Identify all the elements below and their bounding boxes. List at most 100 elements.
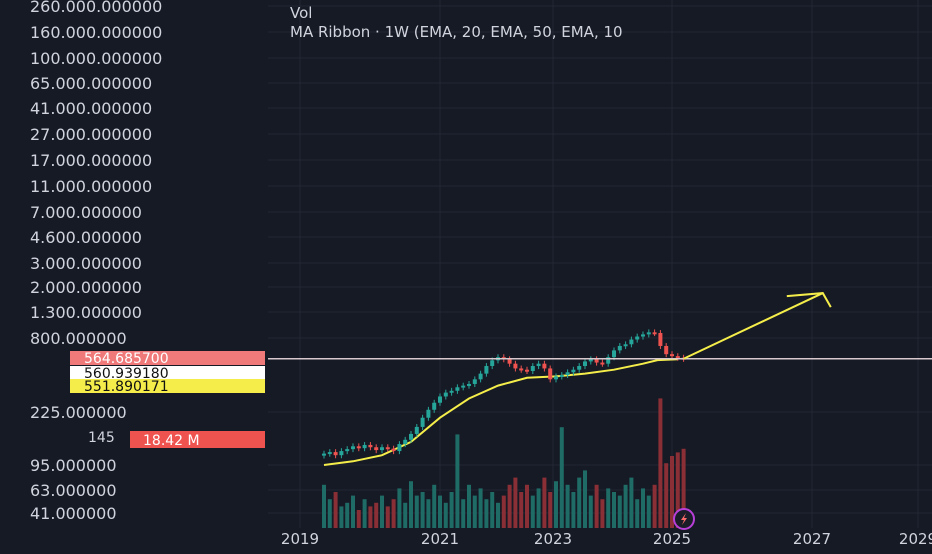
y-tick-label: 17.000.000000 [30,151,152,170]
y-tick-label: 41.000000 [30,504,117,523]
volume-bar [577,477,582,528]
candle-body [583,361,587,367]
volume-bar [606,488,611,528]
ema-layer [323,358,678,466]
volume-bar [403,502,408,528]
volume-bar [612,492,616,528]
volume-bar [542,477,547,528]
badge-volume-text: 18.42 M [143,433,200,449]
candle-body [623,344,628,347]
tick-145-partial: 145 [88,430,115,446]
volume-bar [617,495,622,528]
badge-price-white [70,366,265,380]
candle-body [559,375,564,378]
volume-bar [513,477,518,528]
ema-line [323,358,678,466]
candle-body [420,417,425,427]
candle-body [652,332,657,335]
volume-bar [490,492,495,528]
badge-price-red [70,351,265,365]
axes-layer: 260.000.000000 160.000.000000 100.000.0000… [30,0,932,548]
candle-body [409,433,413,440]
volume-bar [623,484,628,528]
candle-body [397,444,402,452]
volume-bar [438,495,442,528]
y-tick-label: 63.000000 [30,481,117,500]
candle-body [478,373,483,380]
candle-body [374,447,379,451]
candle-body [322,453,326,456]
candle-body [565,372,570,376]
candle-body [391,448,396,452]
candle-body [641,334,645,337]
badge-price-yellow [70,379,265,393]
candle-body [548,368,553,380]
y-tick-label: 1.300.000000 [30,303,142,322]
volume-bar [583,470,587,528]
y-tick-label: 2.000.000000 [30,278,142,297]
volume-bar [426,499,431,528]
candle-body [629,339,634,345]
y-tick-label: 7.000.000000 [30,203,142,222]
volume-bar [345,502,350,528]
candle-body [455,387,460,391]
volume-bar [351,495,355,528]
legend-vol: Vol [290,4,312,22]
lightning-icon[interactable] [673,508,695,530]
candle-body [617,345,622,351]
volume-bar [641,488,645,528]
candle-body [664,345,669,355]
candle-body [646,332,651,335]
candle-body [432,402,437,410]
candle-body [385,447,390,450]
volume-bar [409,481,413,528]
candle-body [333,452,338,456]
volume-bar [414,495,419,528]
volume-bar [397,488,402,528]
volume-bar [525,484,529,528]
volume-bar [385,506,390,528]
y-tick-label: 800.000000 [30,329,127,348]
x-tick-label: 2027 [793,530,831,548]
volume-bar [496,502,500,528]
volume-bar [559,427,564,528]
volume-bar [664,463,669,528]
volume-bar [362,499,367,528]
volume-bar [652,484,657,528]
candle-body [339,451,344,456]
candle-body [362,444,367,449]
volume-layer [322,398,686,528]
volume-bar [658,398,663,528]
volume-bar [461,499,466,528]
volume-bar [420,492,425,528]
candle-body [438,396,442,403]
volume-bar [675,452,680,528]
volume-bar [432,484,437,528]
candle-body [571,369,576,373]
volume-bar [339,506,344,528]
candle-body [368,444,373,448]
volume-bar [333,492,338,528]
candle-body [588,359,593,362]
volume-bar [507,484,512,528]
volume-bar [571,492,576,528]
volume-bar [681,448,686,528]
x-tick-label: 2023 [534,530,572,548]
volume-bar [380,495,384,528]
volume-bar [455,434,460,528]
candle-body [327,452,332,455]
y-tick-label: 65.000.000000 [30,74,152,93]
y-tick-label: 100.000.000000 [30,49,162,68]
volume-bar [635,499,640,528]
candle-body [600,362,605,365]
y-tick-label: 11.000.000000 [30,177,152,196]
arrow-head [786,292,832,308]
volume-bar [467,484,471,528]
legend-ma-ribbon: MA Ribbon · 1W (EMA, 20, EMA, 50, EMA, 1… [290,23,623,41]
y-tick-label: 95.000000 [30,456,117,475]
volume-bar [530,495,535,528]
volume-bar [472,495,477,528]
candle-body [461,385,466,388]
